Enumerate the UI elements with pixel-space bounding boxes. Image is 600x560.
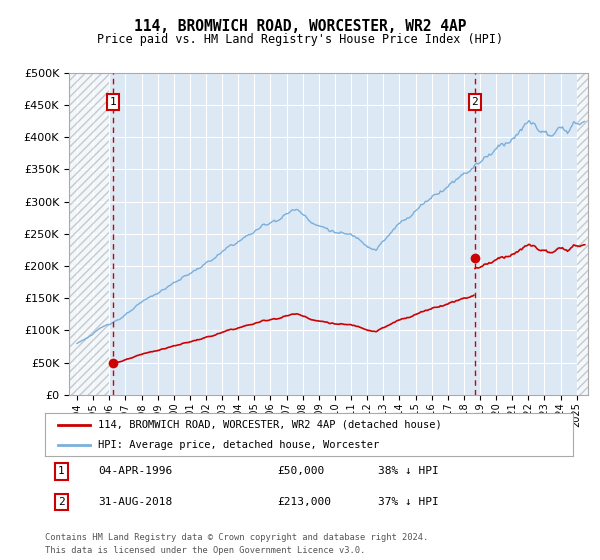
- Text: 1: 1: [58, 466, 65, 477]
- Text: HPI: Average price, detached house, Worcester: HPI: Average price, detached house, Worc…: [98, 440, 379, 450]
- Bar: [69, 73, 109, 395]
- Text: Contains HM Land Registry data © Crown copyright and database right 2024.
This d: Contains HM Land Registry data © Crown c…: [45, 533, 428, 554]
- Text: 1: 1: [110, 97, 116, 107]
- Text: 114, BROMWICH ROAD, WORCESTER, WR2 4AP: 114, BROMWICH ROAD, WORCESTER, WR2 4AP: [134, 20, 466, 34]
- Text: 2: 2: [58, 497, 65, 507]
- Text: 31-AUG-2018: 31-AUG-2018: [98, 497, 172, 507]
- Bar: [577, 73, 588, 395]
- Text: £213,000: £213,000: [277, 497, 331, 507]
- Text: £50,000: £50,000: [277, 466, 325, 477]
- Text: Price paid vs. HM Land Registry's House Price Index (HPI): Price paid vs. HM Land Registry's House …: [97, 32, 503, 46]
- Text: 2: 2: [472, 97, 478, 107]
- Text: 38% ↓ HPI: 38% ↓ HPI: [377, 466, 439, 477]
- Text: 37% ↓ HPI: 37% ↓ HPI: [377, 497, 439, 507]
- Text: 04-APR-1996: 04-APR-1996: [98, 466, 172, 477]
- Text: 114, BROMWICH ROAD, WORCESTER, WR2 4AP (detached house): 114, BROMWICH ROAD, WORCESTER, WR2 4AP (…: [98, 419, 442, 430]
